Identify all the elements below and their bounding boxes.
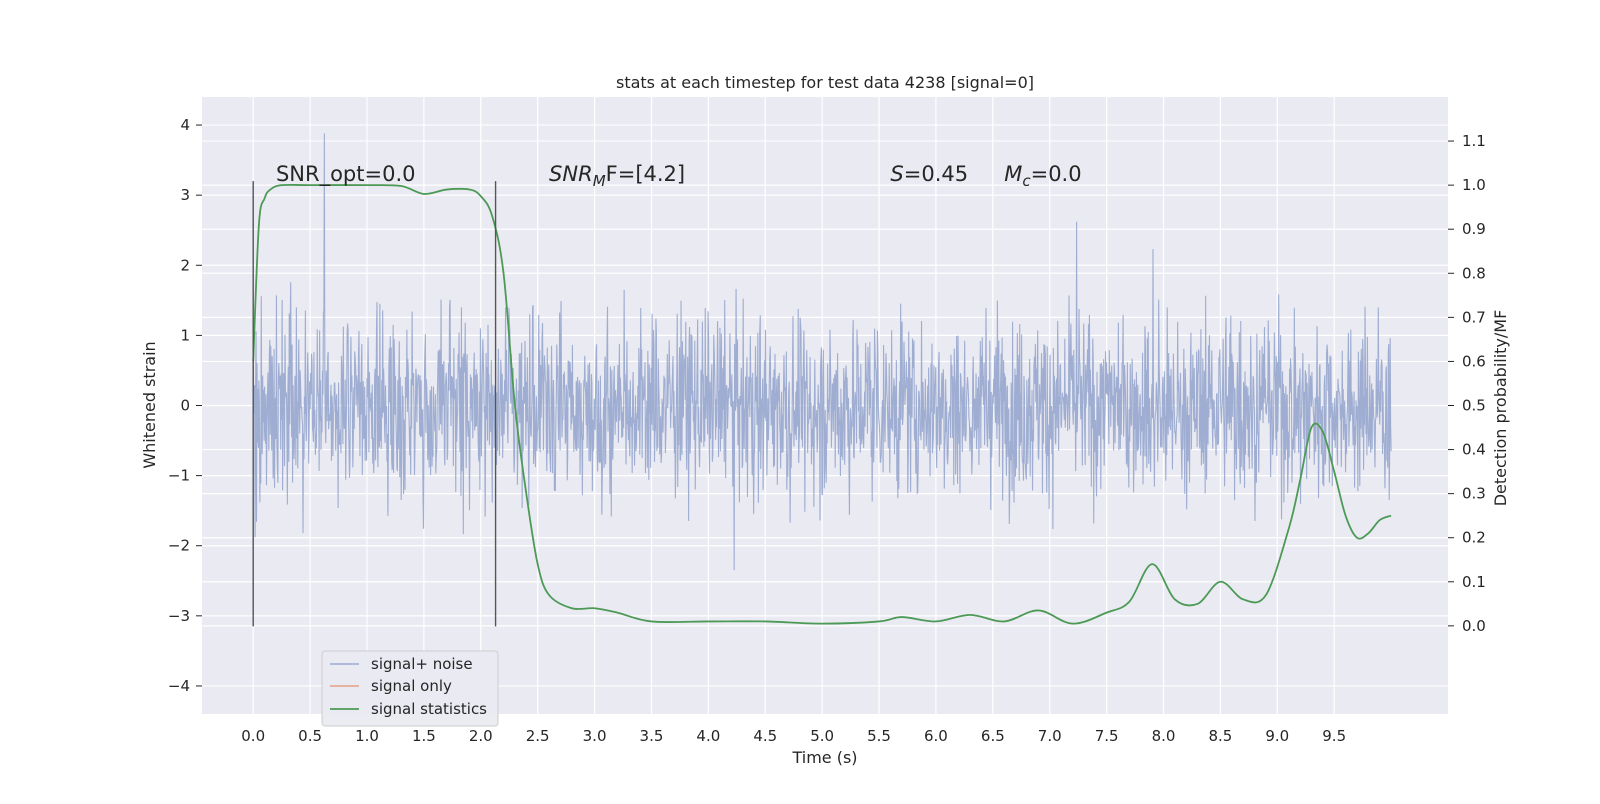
y-right-tick-label: 0.5 xyxy=(1462,397,1486,415)
y-right-tick-label: 1.0 xyxy=(1462,176,1486,194)
y-right-tick-label: 0.6 xyxy=(1462,352,1486,370)
annotation: S=0.45 xyxy=(890,162,968,186)
y-right-tick-label: 0.2 xyxy=(1462,529,1486,547)
annotation-subscript: c xyxy=(1022,172,1031,190)
x-tick-label: 6.0 xyxy=(924,727,948,745)
x-tick-label: 8.0 xyxy=(1152,727,1176,745)
annotation-text: SNR xyxy=(549,162,593,186)
x-tick-label: 0.5 xyxy=(298,727,322,745)
legend-label-signal-noise: signal+ noise xyxy=(371,655,473,673)
x-tick-label: 4.0 xyxy=(696,727,720,745)
annotation-value: F=[4.2] xyxy=(606,162,685,186)
y-axis-label: Whitened strain xyxy=(140,341,159,468)
x-tick-label: 7.0 xyxy=(1038,727,1062,745)
annotation-value: =0.45 xyxy=(904,162,968,186)
annotations: SNR_opt=0.0 SNRMF=[4.2] S=0.45 Mc=0.0 xyxy=(276,162,1082,190)
y-tick-label: 1 xyxy=(180,326,190,344)
x-tick-label: 5.5 xyxy=(867,727,891,745)
x-tick-label: 9.5 xyxy=(1322,727,1346,745)
y-tick-label: −3 xyxy=(168,607,190,625)
series-signal-statistics-line xyxy=(252,183,1392,625)
legend: signal+ noise signal only signal statist… xyxy=(321,650,499,727)
x-axis-label: Time (s) xyxy=(791,748,857,767)
y-tick-label: 4 xyxy=(180,116,190,134)
legend-box xyxy=(321,650,499,727)
x-tick-labels: 0.0 0.5 1.0 1.5 2.0 2.5 3.0 3.5 4.0 4.5 5.0 5.5 6.0 6… xyxy=(241,727,1346,745)
annotation-subscript: M xyxy=(593,172,606,190)
x-tick-label: 1.5 xyxy=(412,727,436,745)
annotation-text: SNR_opt=0.0 xyxy=(276,162,416,187)
chart-title: stats at each timestep for test data 423… xyxy=(616,73,1034,92)
x-tick-label: 3.5 xyxy=(640,727,664,745)
annotation: SNR_opt=0.0 xyxy=(276,162,416,187)
y-right-tick-label: 0.0 xyxy=(1462,617,1486,635)
y-right-tick-label: 0.4 xyxy=(1462,441,1486,459)
y-right-tick-labels: 1.1 1.0 0.9 0.8 0.7 0.6 0.5 0.4 0.3 0.2 0.1 0.0 xyxy=(1448,132,1486,635)
x-tick-label: 7.5 xyxy=(1095,727,1119,745)
series-layer xyxy=(252,133,1392,625)
vertical-markers xyxy=(252,181,497,627)
y-right-tick-label: 1.1 xyxy=(1462,132,1486,150)
legend-label-signal-only: signal only xyxy=(371,677,452,695)
y-tick-label: 2 xyxy=(180,256,190,274)
annotation: Mc=0.0 xyxy=(1004,162,1081,190)
x-tick-label: 9.0 xyxy=(1265,727,1289,745)
y-tick-label: −1 xyxy=(168,467,190,485)
x-tick-label: 2.0 xyxy=(469,727,493,745)
y-right-tick-label: 0.8 xyxy=(1462,264,1486,282)
x-tick-label: 5.0 xyxy=(810,727,834,745)
x-tick-label: 1.0 xyxy=(355,727,379,745)
y-right-tick-label: 0.1 xyxy=(1462,573,1486,591)
y-right-tick-label: 0.7 xyxy=(1462,308,1486,326)
x-tick-label: 3.0 xyxy=(583,727,607,745)
legend-label-signal-statistics: signal statistics xyxy=(371,700,487,718)
x-tick-label: 2.5 xyxy=(526,727,550,745)
annotation-text: S xyxy=(890,162,903,186)
x-tick-label: 8.5 xyxy=(1208,727,1232,745)
y-tick-labels: 4 3 2 1 0 −1 −2 −3 −4 xyxy=(168,116,202,695)
y-right-axis-label: Detection probability/MF xyxy=(1491,310,1510,507)
series-signal-noise-line xyxy=(252,133,1392,571)
y-right-tick-label: 0.3 xyxy=(1462,485,1486,503)
y-tick-label: −2 xyxy=(168,537,190,555)
x-tick-label: 4.5 xyxy=(753,727,777,745)
y-tick-label: 3 xyxy=(180,186,190,204)
annotation-value: =0.0 xyxy=(1031,162,1082,186)
annotation-text: M xyxy=(1004,162,1022,186)
x-tick-label: 0.0 xyxy=(241,727,265,745)
y-tick-label: −4 xyxy=(168,677,190,695)
x-tick-label: 6.5 xyxy=(981,727,1005,745)
annotation: SNRMF=[4.2] xyxy=(549,162,685,190)
y-tick-label: 0 xyxy=(180,397,190,415)
y-right-tick-label: 0.9 xyxy=(1462,220,1486,238)
